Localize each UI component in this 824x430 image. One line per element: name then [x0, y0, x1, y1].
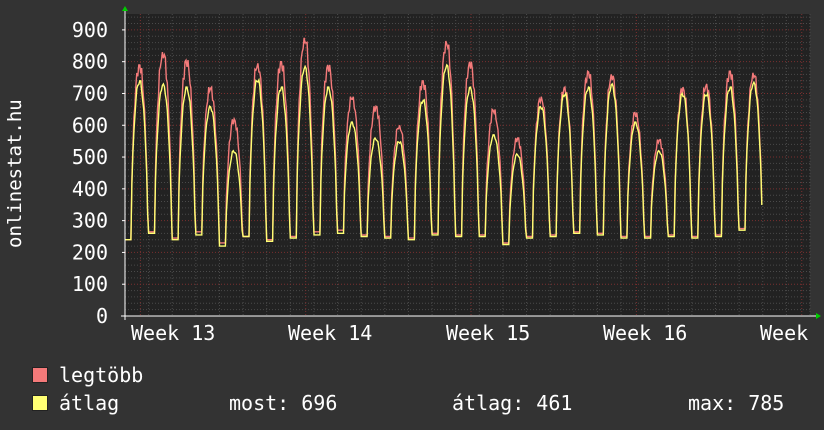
legend-label-max: legtöbb [59, 363, 144, 387]
grid [124, 14, 811, 316]
series-group [125, 37, 763, 247]
y-tick-labels: 0 100 200 300 400 500 600 700 800 900 [72, 18, 125, 328]
x-tick-label: Week 14 [288, 321, 372, 345]
y-tick-label: 600 [72, 113, 108, 137]
x-axis-arrow-icon [816, 313, 821, 319]
y-tick-label: 500 [72, 145, 108, 169]
stat-max-label: max: [688, 391, 737, 415]
x-tick-label: Week 13 [131, 321, 215, 345]
stat-now-label: most: [229, 391, 290, 415]
stat-avg-label: átlag: [452, 391, 525, 415]
series-line-max [125, 37, 763, 244]
legend-label-avg: átlag [59, 391, 120, 415]
y-tick-label: 200 [72, 240, 108, 264]
legend-swatch-avg [32, 395, 48, 411]
y-tick-label: 700 [72, 81, 108, 105]
legend-swatch-max [32, 367, 48, 383]
stat-avg-value: 461 [536, 391, 573, 415]
x-tick-label: Week 15 [446, 321, 530, 345]
x-tick-label: Week 16 [603, 321, 687, 345]
plot-area [125, 14, 810, 316]
y-axis-label: onlinestat.hu [4, 99, 26, 248]
y-tick-label: 900 [72, 18, 108, 42]
stat-avg: átlag: 461 [452, 391, 572, 415]
x-tick-labels: Week 13 Week 14 Week 15 Week 16 Week [131, 321, 808, 345]
y-tick-label: 800 [72, 50, 108, 74]
stat-now-value: 696 [301, 391, 338, 415]
x-tick-label: Week [760, 321, 808, 345]
y-tick-label: 300 [72, 209, 108, 233]
y-axis-arrow-icon [122, 6, 128, 11]
series-line-avg [125, 63, 763, 247]
stat-max-value: 785 [748, 391, 785, 415]
y-tick-label: 400 [72, 177, 108, 201]
y-tick-label: 100 [72, 272, 108, 296]
stat-max: max: 785 [688, 391, 784, 415]
y-tick-label: 0 [96, 304, 108, 328]
stat-now: most: 696 [229, 391, 337, 415]
